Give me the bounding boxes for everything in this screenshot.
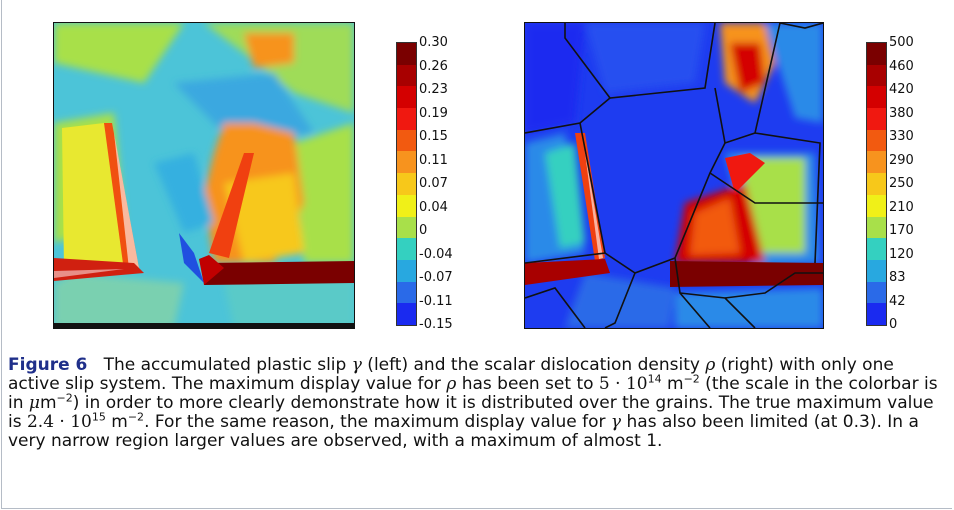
colorbar-tick-label: 380 — [889, 105, 914, 121]
colorbar-segment — [867, 281, 886, 304]
colorbar-tick-label: 0.23 — [419, 82, 448, 97]
colorbar-tick-label: -0.07 — [419, 270, 453, 285]
colorbar-segment — [867, 216, 886, 239]
caption-text-1: The accumulated plastic slip — [103, 355, 352, 375]
colorbar-tick-label: 0.26 — [419, 58, 448, 74]
dislocation-density-map-image — [525, 23, 823, 328]
unit-exp-3: −2 — [127, 410, 145, 424]
figure-label: Figure 6 — [8, 355, 88, 375]
gamma-symbol-2: γ — [610, 412, 622, 432]
colorbar-segment — [867, 129, 886, 152]
rho-symbol: ρ — [705, 355, 716, 375]
colorbar-segment — [397, 216, 416, 239]
colorbar-segment — [867, 173, 886, 196]
caption-text-3: (right) with only one active slip system… — [8, 355, 894, 394]
unit-m-3: m — [105, 412, 128, 432]
colorbar-segment — [397, 129, 416, 152]
plastic-slip-map — [53, 22, 355, 329]
unit-exp-2: −2 — [56, 391, 73, 405]
colorbar-segment — [867, 151, 886, 174]
colorbar-segment — [397, 238, 416, 261]
colorbar-tick-label: 0.19 — [419, 105, 448, 121]
colorbar-segment — [397, 64, 416, 87]
colorbar-tick-label: 0 — [419, 223, 428, 238]
colorbar-tick-label: -0.11 — [419, 293, 453, 309]
colorbar-segment — [867, 43, 886, 66]
colorbar-segment — [397, 281, 416, 304]
true-max-value: 2.4 · 10 — [26, 412, 92, 432]
colorbar-segment — [397, 108, 416, 131]
colorbar-tick-label: 330 — [889, 129, 914, 144]
colorbar-segment — [397, 303, 416, 326]
max-display-value: 5 · 10 — [598, 374, 648, 394]
figure-caption: Figure 6 The accumulated plastic slip γ … — [8, 356, 943, 451]
plastic-slip-colorbar — [396, 42, 417, 326]
colorbar-segment — [867, 238, 886, 261]
colorbar-segment — [397, 43, 416, 66]
colorbar-tick-label: 420 — [889, 82, 914, 97]
colorbar-segment — [867, 86, 886, 109]
max-display-exponent: 14 — [647, 372, 662, 386]
colorbar-segment — [867, 259, 886, 283]
caption-text-5: (the scale in the colorbar is in — [8, 374, 938, 413]
caption-text-4: has been set to — [456, 374, 599, 394]
colorbar-tick-label: 250 — [889, 176, 914, 191]
colorbar-tick-label: 170 — [889, 223, 914, 238]
caption-text-6: ) in order to more clearly demonstrate h… — [8, 393, 934, 432]
colorbar-segment — [397, 86, 416, 109]
unit-exp-1: −2 — [683, 372, 700, 386]
colorbar-tick-label: 0.11 — [419, 152, 448, 168]
colorbar-segment — [867, 108, 886, 131]
mu-symbol: μ — [28, 393, 40, 413]
caption-text-8: has also been limited (at 0.3). In a ver… — [8, 412, 919, 451]
colorbar-tick-label: 0 — [889, 317, 898, 332]
colorbar-segment — [397, 259, 416, 283]
plastic-slip-map-image — [54, 23, 354, 328]
gamma-symbol: γ — [351, 355, 362, 375]
colorbar-segment — [867, 64, 886, 87]
colorbar-tick-label: 0.30 — [419, 35, 448, 50]
colorbar-tick-label: 0.04 — [419, 199, 448, 215]
colorbar-tick-label: 290 — [889, 152, 914, 168]
colorbar-segment — [867, 194, 886, 218]
rho-symbol-2: ρ — [446, 374, 457, 394]
colorbar-tick-label: 460 — [889, 58, 914, 74]
colorbar-tick-label: 0.07 — [419, 176, 448, 191]
true-max-exponent: 15 — [91, 410, 106, 424]
colorbar-segment — [397, 194, 416, 218]
unit-m-2: m — [39, 393, 57, 413]
colorbar-tick-label: -0.15 — [419, 317, 453, 332]
colorbar-tick-label: 120 — [889, 246, 914, 262]
colorbar-tick-label: 500 — [889, 35, 914, 50]
colorbar-segment — [397, 151, 416, 174]
caption-text-2: (left) and the scalar dislocation densit… — [361, 355, 706, 375]
colorbar-tick-label: -0.04 — [419, 246, 453, 262]
dislocation-density-map — [524, 22, 824, 329]
colorbar-tick-label: 210 — [889, 199, 914, 215]
colorbar-tick-label: 42 — [889, 293, 906, 309]
colorbar-segment — [397, 173, 416, 196]
colorbar-tick-label: 0.15 — [419, 129, 448, 144]
caption-text-7: . For the same reason, the maximum displ… — [144, 412, 611, 432]
dislocation-density-colorbar — [866, 42, 887, 326]
colorbar-tick-label: 83 — [889, 270, 906, 285]
unit-m-1: m — [661, 374, 684, 394]
colorbar-segment — [867, 303, 886, 326]
